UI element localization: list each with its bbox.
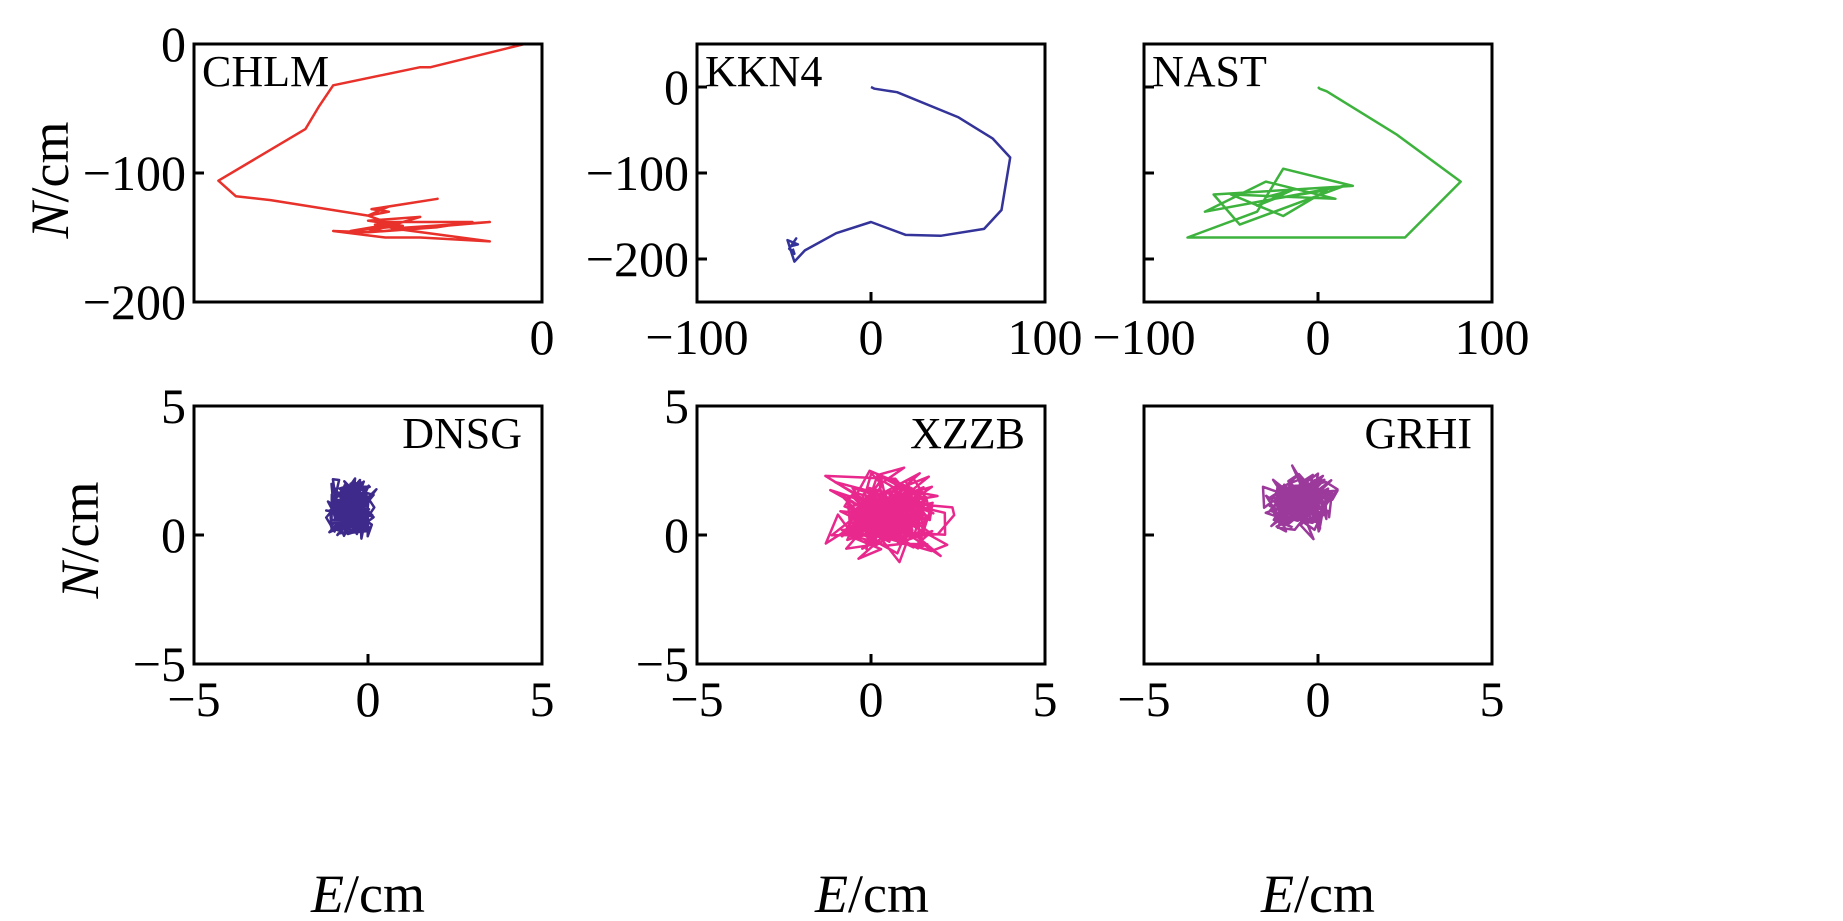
- x-tick-label: −5: [1117, 671, 1170, 727]
- y-tick-label: −5: [133, 636, 186, 692]
- x-tick-label: −5: [167, 671, 220, 727]
- series-line-chlm: [217, 44, 525, 243]
- x-axis-label-right: E/cm: [1260, 864, 1375, 921]
- series-line-kkn4: [786, 85, 1012, 263]
- x-tick-label: −100: [1092, 309, 1195, 365]
- station-label-dnsg: DNSG: [402, 409, 522, 458]
- x-axis-label-middle: E/cm: [814, 864, 929, 921]
- x-tick-label: 0: [356, 671, 381, 727]
- y-tick-label: −100: [83, 145, 186, 201]
- station-label-nast: NAST: [1152, 47, 1267, 96]
- y-tick-label: −100: [586, 145, 689, 201]
- x-tick-label: −5: [670, 671, 723, 727]
- series-line-grhi: [1261, 464, 1339, 541]
- station-label-xzzb: XZZB: [910, 409, 1025, 458]
- y-tick-label: 0: [161, 507, 186, 563]
- x-tick-label: 100: [1455, 309, 1530, 365]
- x-tick-label: 0: [1306, 309, 1331, 365]
- station-label-kkn4: KKN4: [705, 47, 822, 96]
- y-tick-label: −200: [83, 274, 186, 330]
- y-tick-label: 0: [664, 59, 689, 115]
- panel-dnsg: −5 0 5 −5 0 5 DNSG: [133, 378, 555, 727]
- y-tick-label: 5: [161, 378, 186, 434]
- x-tick-label: 5: [1480, 671, 1505, 727]
- series-line-dnsg: [324, 477, 378, 540]
- panel-xzzb: −5 0 5 −5 0 5 XZZB: [636, 378, 1058, 727]
- x-tick-label: 0: [859, 671, 884, 727]
- y-tick-label: −200: [586, 231, 689, 287]
- series-line-xzzb: [824, 466, 956, 564]
- panel-kkn4: 0 −100 −200 −100 0 100 KKN4: [586, 42, 1083, 365]
- y-tick-label: 0: [161, 16, 186, 72]
- x-tick-label: 0: [859, 309, 884, 365]
- station-label-grhi: GRHI: [1364, 409, 1472, 458]
- y-axis-label-bottom: N/cm: [50, 481, 110, 599]
- panel-chlm: 0 −100 −200 0 CHLM: [83, 16, 555, 365]
- y-axis-label-top: N/cm: [20, 121, 80, 239]
- station-label-chlm: CHLM: [202, 47, 329, 96]
- x-tick-label: 5: [1033, 671, 1058, 727]
- panel-grhi: −5 0 5 GRHI: [1117, 404, 1505, 727]
- y-tick-label: 5: [664, 378, 689, 434]
- y-tick-label: 0: [664, 507, 689, 563]
- x-tick-label: 5: [530, 671, 555, 727]
- x-tick-label: −100: [645, 309, 748, 365]
- y-tick-label: −5: [636, 636, 689, 692]
- x-axis-label-left: E/cm: [310, 864, 425, 921]
- x-tick-label: 0: [530, 309, 555, 365]
- panel-nast: −100 0 100 NAST: [1092, 42, 1530, 365]
- series-line-nast: [1186, 86, 1462, 239]
- x-tick-label: 100: [1008, 309, 1083, 365]
- x-tick-label: 0: [1306, 671, 1331, 727]
